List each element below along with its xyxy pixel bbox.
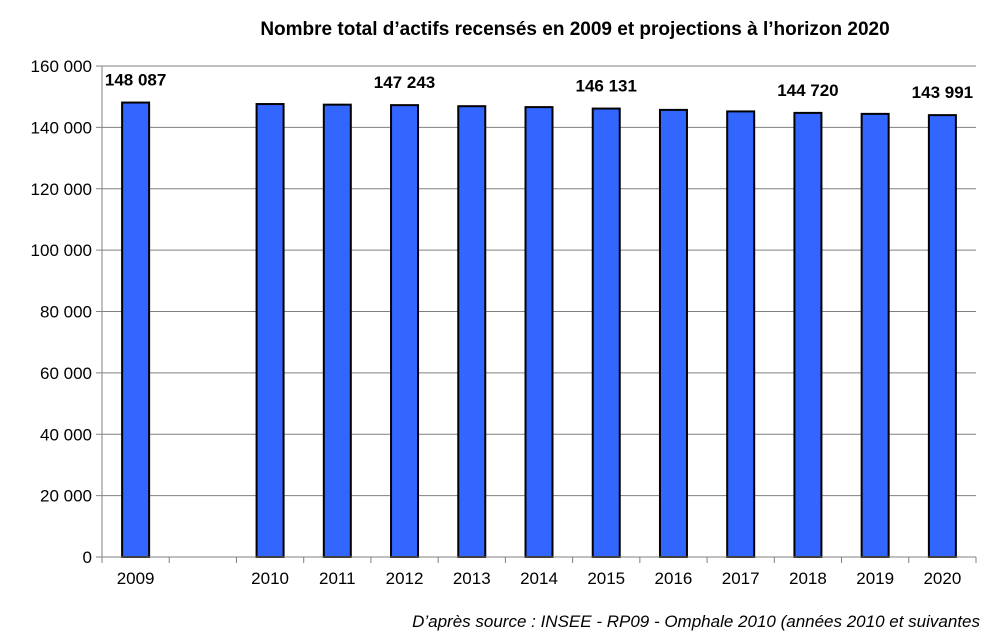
data-label: 146 131: [576, 77, 637, 96]
data-label: 148 087: [105, 71, 166, 90]
bar: [457, 105, 487, 558]
x-tick-label: 2020: [923, 569, 961, 588]
y-tick-label: 0: [83, 548, 92, 567]
x-tick-label: 2010: [251, 569, 289, 588]
x-axis-tick-labels: 2009 2010 2011 2012 2013 2014 2015 2016 2017 2018…: [117, 569, 962, 588]
data-label: 143 991: [912, 83, 973, 102]
bar: [524, 106, 554, 558]
bar: [255, 103, 285, 559]
bar: [658, 108, 688, 559]
y-tick-label: 160 000: [31, 57, 92, 76]
data-label: 144 720: [777, 81, 838, 100]
bars: [121, 101, 957, 559]
x-tick-label: 2019: [856, 569, 894, 588]
bar: [860, 112, 890, 558]
y-tick-label: 20 000: [40, 487, 92, 506]
y-tick-label: 100 000: [31, 241, 92, 260]
y-tick-label: 140 000: [31, 118, 92, 137]
source-note: D’après source : INSEE - RP09 - Omphale …: [412, 612, 980, 631]
x-tick-label: 2015: [587, 569, 625, 588]
x-tick-label: 2009: [117, 569, 155, 588]
y-axis-tick-labels: 0 20 000 40 000 60 000 80 000 100 000 120 000 1…: [31, 57, 92, 567]
chart-title: Nombre total d’actifs recensés en 2009 e…: [260, 19, 889, 40]
y-tick-label: 40 000: [40, 425, 92, 444]
x-tick-label: 2013: [453, 569, 491, 588]
x-tick-label: 2016: [655, 569, 693, 588]
bar: [591, 107, 621, 559]
x-tick-label: 2018: [789, 569, 827, 588]
bar: [390, 104, 420, 558]
data-labels: 148 087 147 243 146 131 144 720 143 991: [105, 71, 973, 103]
bar: [322, 103, 352, 558]
bar: [927, 114, 957, 558]
y-tick-label: 60 000: [40, 364, 92, 383]
x-tick-label: 2011: [319, 569, 356, 588]
bar: [121, 101, 151, 559]
y-tick-label: 120 000: [31, 180, 92, 199]
bar: [726, 110, 756, 558]
axes: [96, 65, 977, 563]
bar: [793, 111, 823, 558]
x-tick-label: 2012: [386, 569, 424, 588]
x-tick-label: 2014: [520, 569, 558, 588]
y-tick-label: 80 000: [40, 303, 92, 322]
data-label: 147 243: [374, 73, 435, 92]
x-tick-label: 2017: [722, 569, 760, 588]
